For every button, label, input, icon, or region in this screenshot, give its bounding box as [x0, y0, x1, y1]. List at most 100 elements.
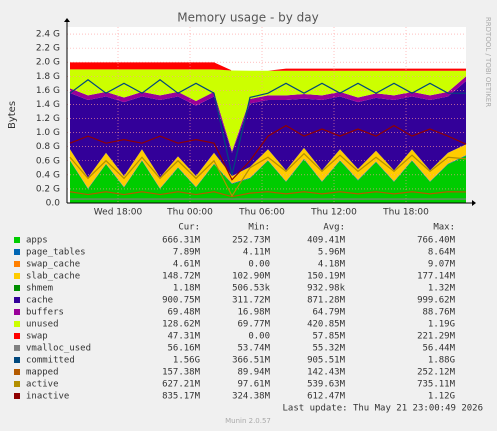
area [70, 62, 466, 71]
legend-header: Cur: [178, 223, 200, 233]
legend-label: slab_cache [26, 272, 80, 282]
legend-stat: 89.94M [237, 368, 270, 378]
legend-stat: 177.14M [417, 272, 456, 282]
legend-stat: 420.85M [307, 320, 346, 330]
legend-stat: 735.11M [417, 380, 456, 390]
x-tick-label: Thu 00:00 [166, 208, 213, 218]
last-update: Last update: Thu May 21 23:00:49 2026 [283, 404, 483, 414]
legend-swatch [14, 369, 20, 375]
legend-swatch [14, 357, 20, 363]
y-tick-label: 0.8 G [36, 142, 60, 152]
legend-stat: 1.19G [428, 320, 455, 330]
legend-stat: 932.98k [307, 284, 346, 294]
legend-stat: 627.21M [162, 380, 201, 390]
legend-label: buffers [26, 308, 64, 318]
legend-stat: 835.17M [162, 392, 201, 402]
legend: Cur: Min: Avg: Max: apps 666.31M 252.73M 409.41… [14, 223, 456, 402]
legend-label: shmem [26, 284, 53, 294]
x-arrow [472, 200, 476, 206]
y-tick-label: 2.2 G [36, 44, 60, 54]
x-tick-label: Thu 12:00 [310, 208, 357, 218]
legend-header: Avg: [323, 223, 345, 233]
y-tick-label: 0.2 G [36, 184, 60, 194]
legend-label: unused [26, 320, 59, 330]
legend-stat: 905.51M [307, 356, 346, 366]
legend-stat: 999.62M [417, 296, 456, 306]
legend-swatch [14, 249, 20, 255]
legend-stat: 0.00 [248, 260, 270, 270]
legend-stat: 324.38M [232, 392, 271, 402]
legend-stat: 8.64M [428, 248, 456, 258]
line [69, 152, 467, 198]
y-arrow [64, 18, 70, 22]
legend-stat: 666.31M [162, 236, 201, 246]
y-tick-label: 0.6 G [36, 156, 60, 166]
legend-stat: 57.85M [312, 332, 345, 342]
legend-stat: 69.77M [237, 320, 270, 330]
side-label: RRDTOOL / TOBI OETIKER [484, 17, 492, 107]
legend-swatch [14, 381, 20, 387]
area [70, 69, 466, 152]
axes: 0.0 0.2 G 0.4 G 0.6 G 0.8 G 1.0 G 1.2 G 1.4 G 1.… [36, 18, 476, 218]
x-tick-label: Thu 06:00 [238, 208, 285, 218]
legend-stat: 47.31M [167, 332, 200, 342]
legend-swatch [14, 393, 20, 399]
legend-stat: 539.63M [307, 380, 346, 390]
legend-stat: 1.12G [428, 392, 455, 402]
line [69, 191, 467, 198]
legend-stat: 64.79M [312, 308, 345, 318]
legend-stat: 9.07M [428, 260, 456, 270]
legend-stat: 150.19M [307, 272, 346, 282]
legend-stat: 53.74M [237, 344, 270, 354]
legend-stat: 900.75M [162, 296, 201, 306]
areas [70, 62, 466, 203]
y-tick-label: 0.0 [46, 199, 61, 209]
legend-stat: 1.88G [428, 356, 455, 366]
line [69, 124, 467, 181]
legend-stat: 506.53k [232, 284, 271, 294]
legend-swatch [14, 345, 20, 351]
legend-stat: 221.29M [417, 332, 456, 342]
legend-stat: 102.90M [232, 272, 271, 282]
legend-swatch [14, 237, 20, 243]
y-axis-label: Bytes [7, 101, 18, 129]
legend-stat: 56.44M [422, 344, 455, 354]
legend-label: cache [26, 296, 53, 306]
legend-stat: 4.11M [243, 248, 271, 258]
legend-swatch [14, 273, 20, 279]
x-tick-label: Wed 18:00 [94, 208, 143, 218]
legend-stat: 409.41M [307, 236, 346, 246]
y-tick-label: 1.8 G [36, 72, 60, 82]
legend-swatch [14, 309, 20, 315]
x-tick-label: Thu 18:00 [382, 208, 429, 218]
legend-stat: 55.32M [312, 344, 345, 354]
legend-stat: 612.47M [307, 392, 346, 402]
legend-stat: 366.51M [232, 356, 271, 366]
legend-label: mapped [26, 368, 59, 378]
legend-stat: 148.72M [162, 272, 201, 282]
legend-label: swap_cache [26, 260, 80, 270]
y-tick-label: 2.0 G [36, 58, 60, 68]
y-tick-label: 1.2 G [36, 114, 60, 124]
legend-stat: 311.72M [232, 296, 271, 306]
chart-title: Memory usage - by day [177, 11, 318, 25]
legend-swatch [14, 261, 20, 267]
legend-label: active [26, 380, 59, 390]
legend-stat: 766.40M [417, 236, 456, 246]
area [70, 155, 466, 203]
legend-header: Min: [248, 223, 270, 233]
legend-stat: 157.38M [162, 368, 201, 378]
legend-stat: 56.16M [167, 344, 200, 354]
legend-stat: 142.43M [307, 368, 346, 378]
legend-stat: 69.48M [167, 308, 200, 318]
y-tick-label: 1.4 G [36, 100, 60, 110]
y-tick-label: 0.4 G [36, 170, 60, 180]
legend-stat: 5.96M [318, 248, 346, 258]
legend-stat: 128.62M [162, 320, 201, 330]
legend-stat: 16.98M [237, 308, 270, 318]
legend-stat: 97.61M [237, 380, 270, 390]
area [70, 81, 466, 178]
legend-label: vmalloc_used [26, 344, 91, 354]
